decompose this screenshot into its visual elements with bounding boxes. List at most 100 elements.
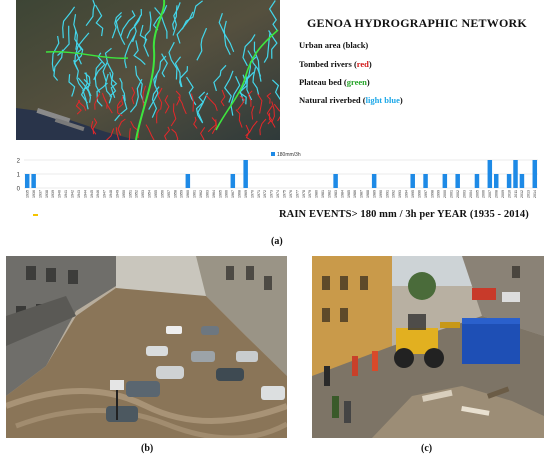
x-tick-label: 1983 xyxy=(334,190,338,198)
tombed-river-segment xyxy=(164,95,170,114)
legend-plateau-bed-label: Plateau bed xyxy=(299,77,344,87)
natural-riverbed-segment xyxy=(247,50,262,77)
legend-paren-close: ) xyxy=(366,77,370,87)
tombed-river-segment xyxy=(193,116,198,129)
x-tick-label: 1993 xyxy=(398,190,402,198)
flood-cleanup-photo xyxy=(312,256,544,438)
x-tick-label: 1949 xyxy=(115,190,119,198)
legend-tombed-rivers: Tombed rivers (red) xyxy=(299,59,372,69)
tombed-river-segment xyxy=(170,103,177,127)
legend-paren-close: ) xyxy=(368,59,372,69)
x-tick-label: 1977 xyxy=(295,190,299,198)
x-tick-label: 1981 xyxy=(321,190,325,198)
bar xyxy=(442,174,448,188)
natural-riverbed-segment xyxy=(96,82,108,107)
x-tick-label: 1935 xyxy=(26,190,30,198)
x-tick-label: 1972 xyxy=(263,190,267,198)
x-tick-label: 1975 xyxy=(283,190,287,198)
x-tick-label: 1974 xyxy=(276,190,280,198)
natural-riverbed-segment xyxy=(271,79,280,101)
bar xyxy=(455,174,460,188)
chart-legend-label: 180mm/3h xyxy=(277,152,301,158)
tombed-river-segment xyxy=(190,93,195,112)
legend-marker-icon xyxy=(33,214,38,216)
x-tick-label: 1957 xyxy=(167,190,171,198)
legend-urban-area: Urban area (black) xyxy=(299,40,368,50)
tombed-river-segment xyxy=(106,128,115,140)
natural-riverbed-segment xyxy=(73,14,78,50)
x-tick-label: 1937 xyxy=(38,190,42,198)
chart-legend-swatch xyxy=(271,152,275,156)
legend-paren-open: ( xyxy=(353,59,357,69)
y-tick-label: 0 xyxy=(17,187,21,193)
x-tick-label: 1945 xyxy=(90,190,94,198)
tombed-river-segment xyxy=(156,109,160,124)
x-tick-label: 2013 xyxy=(527,190,531,198)
x-tick-label: 1976 xyxy=(289,190,293,198)
bar xyxy=(474,174,480,188)
plateau-bed-river xyxy=(135,0,166,140)
natural-riverbed-segment xyxy=(223,20,231,56)
flood-street-photo xyxy=(6,256,287,438)
x-tick-label: 1968 xyxy=(238,190,242,198)
natural-riverbed-segment xyxy=(134,65,145,104)
tombed-river-segment xyxy=(177,96,187,115)
x-tick-label: 1953 xyxy=(141,190,145,198)
tombed-river-segment xyxy=(273,103,280,122)
legend-title: GENOA HYDROGRAPHIC NETWORK xyxy=(307,16,527,30)
x-tick-label: 1950 xyxy=(122,190,126,198)
natural-riverbed-segment xyxy=(176,11,194,44)
natural-riverbed-segment xyxy=(74,30,83,65)
x-tick-label: 1987 xyxy=(360,190,364,198)
panel-label-b: (b) xyxy=(141,443,154,454)
tombed-river-segment xyxy=(207,119,217,133)
natural-riverbed-segment xyxy=(174,56,183,88)
legend-tombed-rivers-color: red xyxy=(356,59,369,69)
bar xyxy=(519,174,525,188)
natural-riverbed-segment xyxy=(168,41,178,80)
x-tick-label: 1952 xyxy=(135,190,139,198)
tombed-river-segment xyxy=(205,94,218,111)
panel-label-c: (c) xyxy=(421,443,433,454)
x-tick-label: 2009 xyxy=(501,190,505,198)
bar xyxy=(423,174,428,188)
natural-riverbed-segment xyxy=(62,6,76,39)
natural-riverbed-segment xyxy=(124,34,136,69)
legend-tombed-rivers-label: Tombed rivers xyxy=(299,59,354,69)
plateau-bed-river-west xyxy=(45,51,129,59)
natural-riverbed-segment xyxy=(252,67,260,96)
x-tick-label: 1984 xyxy=(340,190,344,198)
tombed-river-segment xyxy=(175,90,181,106)
x-tick-label: 1962 xyxy=(199,190,203,198)
x-tick-label: 2002 xyxy=(456,190,460,198)
x-tick-label: 1963 xyxy=(205,190,209,198)
natural-riverbed-segment xyxy=(213,64,227,92)
tombed-river-segment xyxy=(117,118,126,136)
natural-riverbed-segment xyxy=(102,47,112,82)
tombed-river-segment xyxy=(245,120,258,137)
bar xyxy=(371,174,377,188)
x-tick-label: 1954 xyxy=(148,190,152,198)
tombed-river-segment xyxy=(131,86,136,105)
natural-riverbed-segment xyxy=(129,78,143,113)
tombed-river-segment xyxy=(259,118,267,136)
legend-paren-open: ( xyxy=(343,77,347,87)
x-tick-label: 1940 xyxy=(58,190,62,198)
natural-riverbed-segment xyxy=(161,53,168,78)
bar xyxy=(243,160,248,188)
legend-plateau-bed: Plateau bed (green) xyxy=(299,77,370,87)
natural-riverbed-segment xyxy=(242,34,256,67)
x-tick-label: 2014 xyxy=(533,190,537,198)
x-tick-label: 1948 xyxy=(109,190,113,198)
x-tick-label: 1999 xyxy=(437,190,441,198)
tombed-river-segment xyxy=(220,89,226,107)
x-tick-label: 1989 xyxy=(372,190,376,198)
x-tick-label: 1955 xyxy=(154,190,158,198)
x-tick-label: 1939 xyxy=(51,190,55,198)
x-tick-label: 2010 xyxy=(507,190,511,198)
bar xyxy=(230,174,236,188)
natural-riverbed-segment xyxy=(120,10,136,37)
natural-riverbed-segment xyxy=(195,92,209,124)
tombed-river-segment xyxy=(142,85,147,108)
